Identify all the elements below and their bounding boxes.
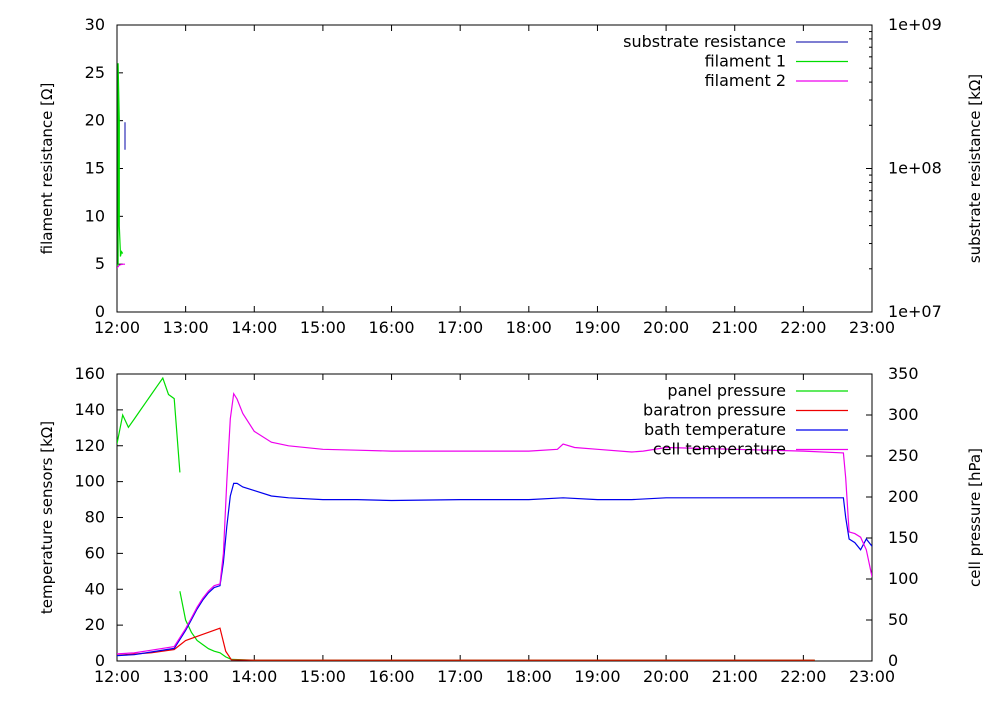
y-tick-label: 100 bbox=[74, 472, 105, 491]
x-tick-label: 20:00 bbox=[643, 318, 689, 337]
x-tick-label: 22:00 bbox=[780, 667, 826, 686]
y2-tick-label: 50 bbox=[888, 610, 908, 629]
x-tick-label: 23:00 bbox=[849, 667, 895, 686]
x-tick-label: 19:00 bbox=[574, 318, 620, 337]
x-tick-label: 12:00 bbox=[94, 318, 140, 337]
legend-label: baratron pressure bbox=[643, 401, 786, 420]
y2-tick-label: 200 bbox=[888, 487, 919, 506]
x-tick-label: 18:00 bbox=[506, 318, 552, 337]
x-tick-label: 20:00 bbox=[643, 667, 689, 686]
y-tick-label: 5 bbox=[95, 254, 105, 273]
x-tick-label: 21:00 bbox=[712, 667, 758, 686]
series-line-cell-temperature bbox=[117, 391, 872, 655]
x-tick-label: 14:00 bbox=[231, 667, 277, 686]
x-tick-label: 17:00 bbox=[437, 667, 483, 686]
y-tick-label: 25 bbox=[85, 63, 105, 82]
y-tick-label: 60 bbox=[85, 543, 105, 562]
y-tick-label: 30 bbox=[85, 15, 105, 34]
y2-tick-label: 150 bbox=[888, 528, 919, 547]
y2-tick-label: 100 bbox=[888, 569, 919, 588]
series-line-bath-temperature bbox=[117, 482, 872, 657]
y2-tick-label: 1e+09 bbox=[888, 15, 942, 34]
y-tick-label: 0 bbox=[95, 302, 105, 321]
x-tick-label: 14:00 bbox=[231, 318, 277, 337]
y-axis-label: temperature sensors [kΩ] bbox=[38, 421, 56, 614]
y2-axis-label: cell pressure [hPa] bbox=[966, 448, 984, 587]
series-line-filament-1 bbox=[117, 63, 124, 267]
x-tick-label: 19:00 bbox=[574, 667, 620, 686]
x-tick-label: 13:00 bbox=[163, 667, 209, 686]
x-tick-label: 21:00 bbox=[712, 318, 758, 337]
y-tick-label: 20 bbox=[85, 615, 105, 634]
x-tick-label: 15:00 bbox=[300, 318, 346, 337]
y-tick-label: 20 bbox=[85, 111, 105, 130]
y2-tick-label: 250 bbox=[888, 446, 919, 465]
x-tick-label: 22:00 bbox=[780, 318, 826, 337]
y-tick-label: 10 bbox=[85, 206, 105, 225]
panel-1: 12:00 13:00 14:00 15:00 16:00 17:00 18:00 19:00… bbox=[38, 15, 984, 337]
x-tick-label: 13:00 bbox=[163, 318, 209, 337]
y-tick-label: 140 bbox=[74, 400, 105, 419]
legend-label: panel pressure bbox=[667, 381, 786, 400]
series-line-baratron-pressure bbox=[117, 627, 815, 661]
y-axis-label: filament resistance [Ω] bbox=[38, 83, 56, 255]
y2-axis-label: substrate resistance [kΩ] bbox=[966, 74, 984, 263]
y2-tick-label: 1e+07 bbox=[888, 302, 942, 321]
x-tick-label: 23:00 bbox=[849, 318, 895, 337]
y2-tick-label: 1e+08 bbox=[888, 159, 942, 178]
y2-tick-label: 300 bbox=[888, 405, 919, 424]
legend-label: bath temperature bbox=[644, 420, 786, 439]
x-tick-label: 16:00 bbox=[368, 667, 414, 686]
y-tick-label: 40 bbox=[85, 579, 105, 598]
y-tick-label: 120 bbox=[74, 436, 105, 455]
x-tick-label: 16:00 bbox=[368, 318, 414, 337]
y2-tick-label: 350 bbox=[888, 364, 919, 383]
panel-2: 12:00 13:00 14:00 15:00 16:00 17:00 18:00 19:00… bbox=[38, 364, 984, 686]
legend-label: substrate resistance bbox=[623, 32, 786, 51]
y-tick-label: 15 bbox=[85, 159, 105, 178]
y2-tick-label: 0 bbox=[888, 651, 898, 670]
x-tick-label: 15:00 bbox=[300, 667, 346, 686]
y-tick-label: 160 bbox=[74, 364, 105, 383]
y-tick-label: 0 bbox=[95, 651, 105, 670]
legend-label: filament 2 bbox=[705, 71, 786, 90]
legend-label: cell temperature bbox=[653, 440, 786, 459]
x-tick-label: 18:00 bbox=[506, 667, 552, 686]
x-tick-label: 12:00 bbox=[94, 667, 140, 686]
series-line-filament-2 bbox=[117, 263, 125, 269]
y-tick-label: 80 bbox=[85, 508, 105, 527]
x-tick-label: 17:00 bbox=[437, 318, 483, 337]
legend-label: filament 1 bbox=[705, 52, 786, 71]
